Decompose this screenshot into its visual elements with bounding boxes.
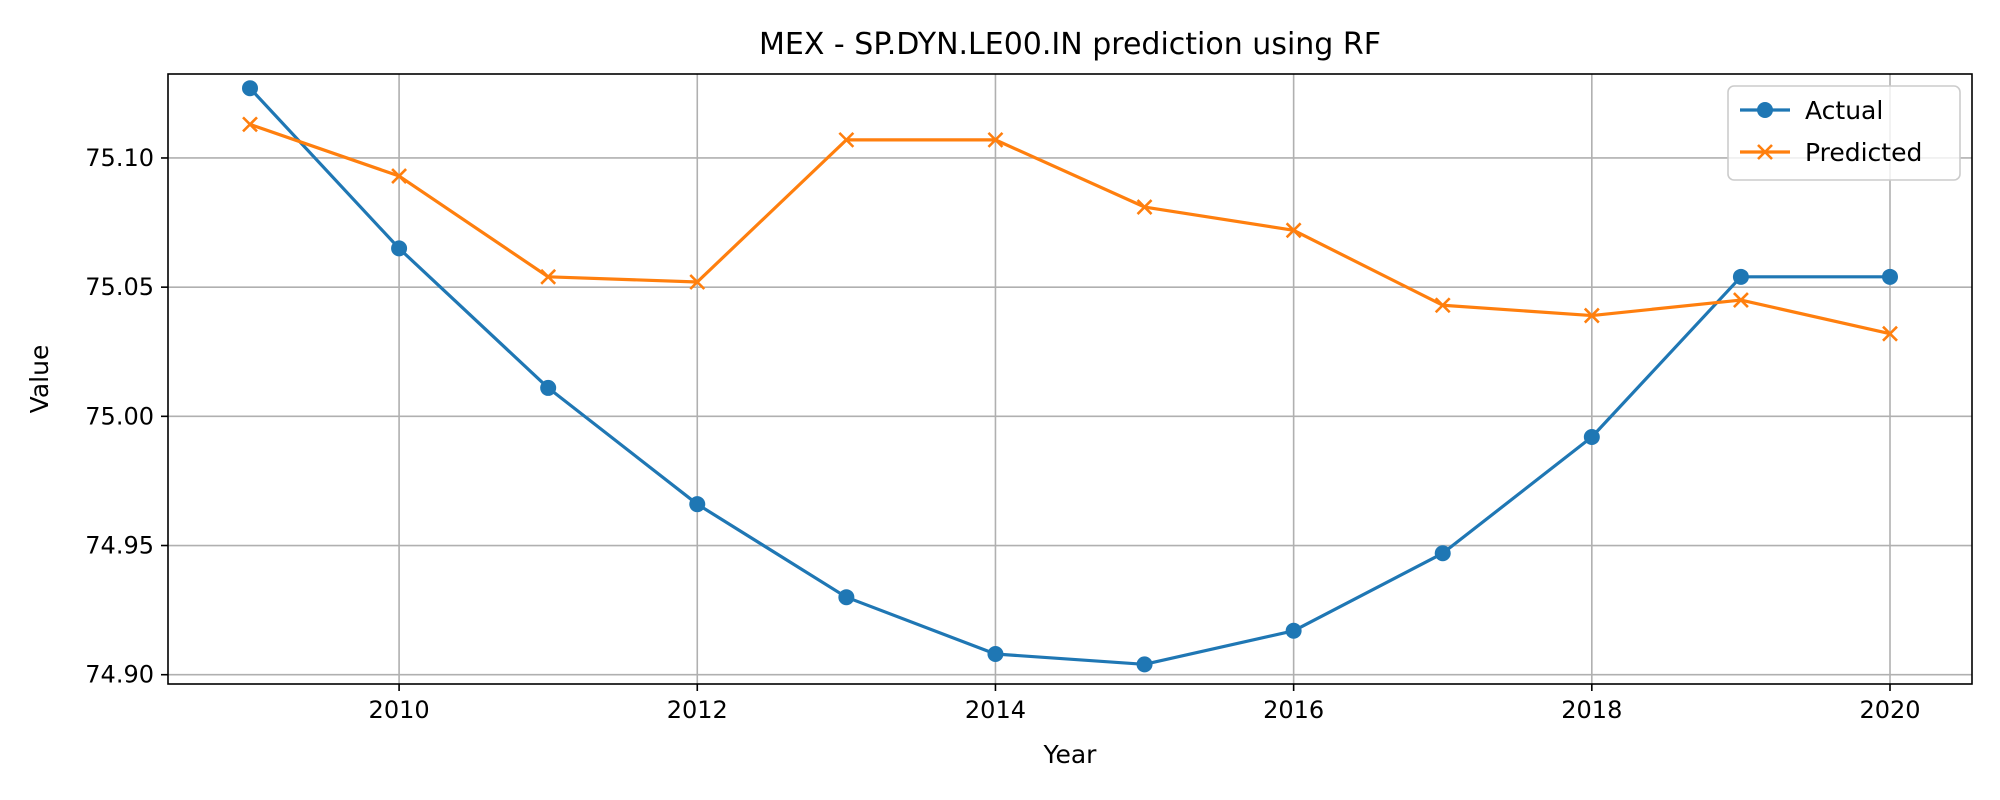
x-tick-label: 2020 [1859,696,1920,724]
predicted-point [391,168,408,184]
predicted-line [249,122,1891,336]
actual-point [689,496,706,513]
actual-point [242,80,258,97]
y-tick-label: 75.10 [85,144,154,172]
legend-marker-actual [1757,102,1773,118]
y-tick-label: 75.05 [85,273,154,301]
predicted-point [1285,222,1302,239]
actual-point [1732,268,1749,285]
series-predicted [242,116,1898,342]
predicted-point [1434,297,1451,314]
actual-point [391,240,408,257]
actual-point [1583,429,1600,446]
predicted-point [1732,292,1749,308]
legend: Actual Predicted [1727,85,1961,181]
predicted-point [1882,325,1898,342]
x-tick-label: 2014 [965,696,1026,724]
actual-point [987,646,1004,663]
actual-point [1136,656,1153,673]
plot-frame [167,73,1973,685]
series-layer [242,80,1898,673]
x-tick-label: 2010 [369,696,430,724]
actual-line [248,87,1890,666]
actual-point [1285,622,1302,639]
y-tick-label: 74.95 [85,532,154,560]
chart-title: MEX - SP.DYN.LE00.IN prediction using RF [759,27,1381,62]
y-tick-label: 75.00 [85,402,154,430]
predicted-point [1583,307,1600,324]
x-axis-label: Year [1043,740,1098,769]
grid [168,74,1972,684]
series-actual [242,80,1898,673]
predicted-point [242,116,258,133]
y-tick-label: 74.90 [85,661,154,689]
predicted-point [540,268,557,285]
x-axis: 2010 2012 2014 2016 2018 2020 [369,684,1921,724]
y-axis-label: Value [25,345,54,414]
legend-marker-predicted [1757,144,1773,160]
actual-point [1882,268,1898,285]
x-tick-label: 2018 [1561,696,1622,724]
x-tick-label: 2012 [667,696,728,724]
predicted-point [838,131,855,148]
predicted-point [1136,199,1153,215]
actual-point [540,379,557,396]
predicted-point [689,274,706,290]
x-tick-label: 2016 [1263,696,1324,724]
actual-point [838,589,855,606]
predicted-point [987,131,1004,148]
legend-label-actual: Actual [1805,96,1883,125]
legend-label-predicted: Predicted [1805,138,1922,167]
y-axis: 74.90 74.95 75.00 75.05 75.10 [85,144,168,689]
actual-point [1434,545,1451,562]
